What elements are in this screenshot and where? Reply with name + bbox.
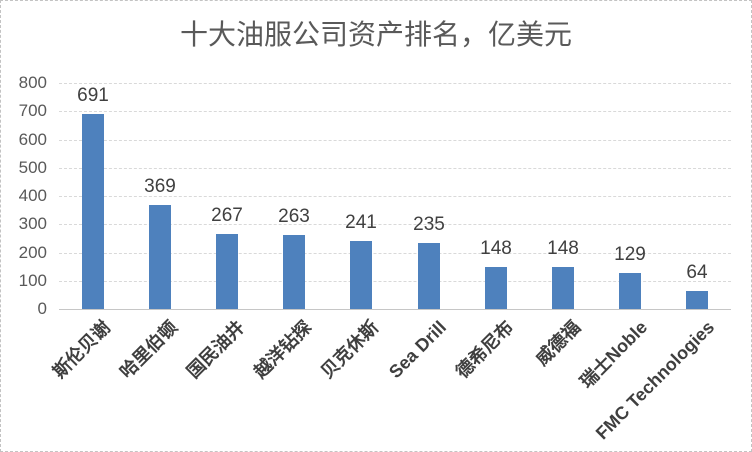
category-label-哈里伯顿: 哈里伯顿	[116, 317, 182, 383]
gridline-700	[59, 111, 731, 112]
category-label-Sea Drill: Sea Drill	[385, 317, 451, 383]
bar-value-label-贝克休斯: 241	[345, 212, 377, 233]
bar-Sea Drill	[418, 243, 440, 309]
bar-斯伦贝谢	[82, 114, 104, 309]
gridline-500	[59, 168, 731, 169]
y-tick-label-600: 600	[18, 130, 47, 149]
gridline-300	[59, 224, 731, 225]
category-label-越洋钻探: 越洋钻探	[250, 317, 316, 383]
category-label-国民油井: 国民油井	[183, 317, 249, 383]
bar-越洋钻探	[283, 235, 305, 309]
category-label-FMC Technologies: FMC Technologies	[591, 317, 719, 444]
bar-瑞士Noble	[619, 273, 641, 309]
bar-value-label-斯伦贝谢: 691	[77, 85, 109, 106]
gridline-600	[59, 140, 731, 141]
bar-德希尼布	[485, 267, 507, 309]
y-tick-label-400: 400	[18, 186, 47, 205]
y-tick-label-300: 300	[18, 214, 47, 233]
y-tick-label-100: 100	[18, 271, 47, 290]
category-label-贝克休斯: 贝克休斯	[317, 317, 383, 383]
y-tick-label-700: 700	[18, 101, 47, 120]
category-label-斯伦贝谢: 斯伦贝谢	[49, 317, 115, 383]
bar-value-label-越洋钻探: 263	[278, 206, 310, 227]
bar-国民油井	[216, 234, 238, 309]
bar-贝克休斯	[350, 241, 372, 309]
bar-value-label-哈里伯顿: 369	[144, 176, 176, 197]
gridline-800	[59, 83, 731, 84]
bar-value-label-德希尼布: 148	[480, 238, 512, 259]
y-tick-label-0: 0	[37, 299, 47, 318]
category-label-德希尼布: 德希尼布	[452, 317, 518, 383]
bar-value-label-FMC Technologies: 64	[686, 262, 708, 283]
bar-FMC Technologies	[686, 291, 708, 309]
x-axis-line	[59, 309, 731, 310]
category-label-威德福: 威德福	[531, 317, 585, 370]
y-tick-label-500: 500	[18, 158, 47, 177]
bar-哈里伯顿	[149, 205, 171, 309]
y-tick-label-200: 200	[18, 243, 47, 262]
gridline-200	[59, 253, 731, 254]
gridline-400	[59, 196, 731, 197]
bar-value-label-国民油井: 267	[211, 205, 243, 226]
bar-value-label-瑞士Noble: 129	[614, 244, 646, 265]
bar-value-label-Sea Drill: 235	[413, 214, 445, 235]
gridline-100	[59, 281, 731, 282]
y-tick-label-800: 800	[18, 73, 47, 92]
bar-value-label-威德福: 148	[547, 238, 579, 259]
chart-title: 十大油服公司资产排名，亿美元	[179, 20, 572, 51]
bar-威德福	[552, 267, 574, 309]
